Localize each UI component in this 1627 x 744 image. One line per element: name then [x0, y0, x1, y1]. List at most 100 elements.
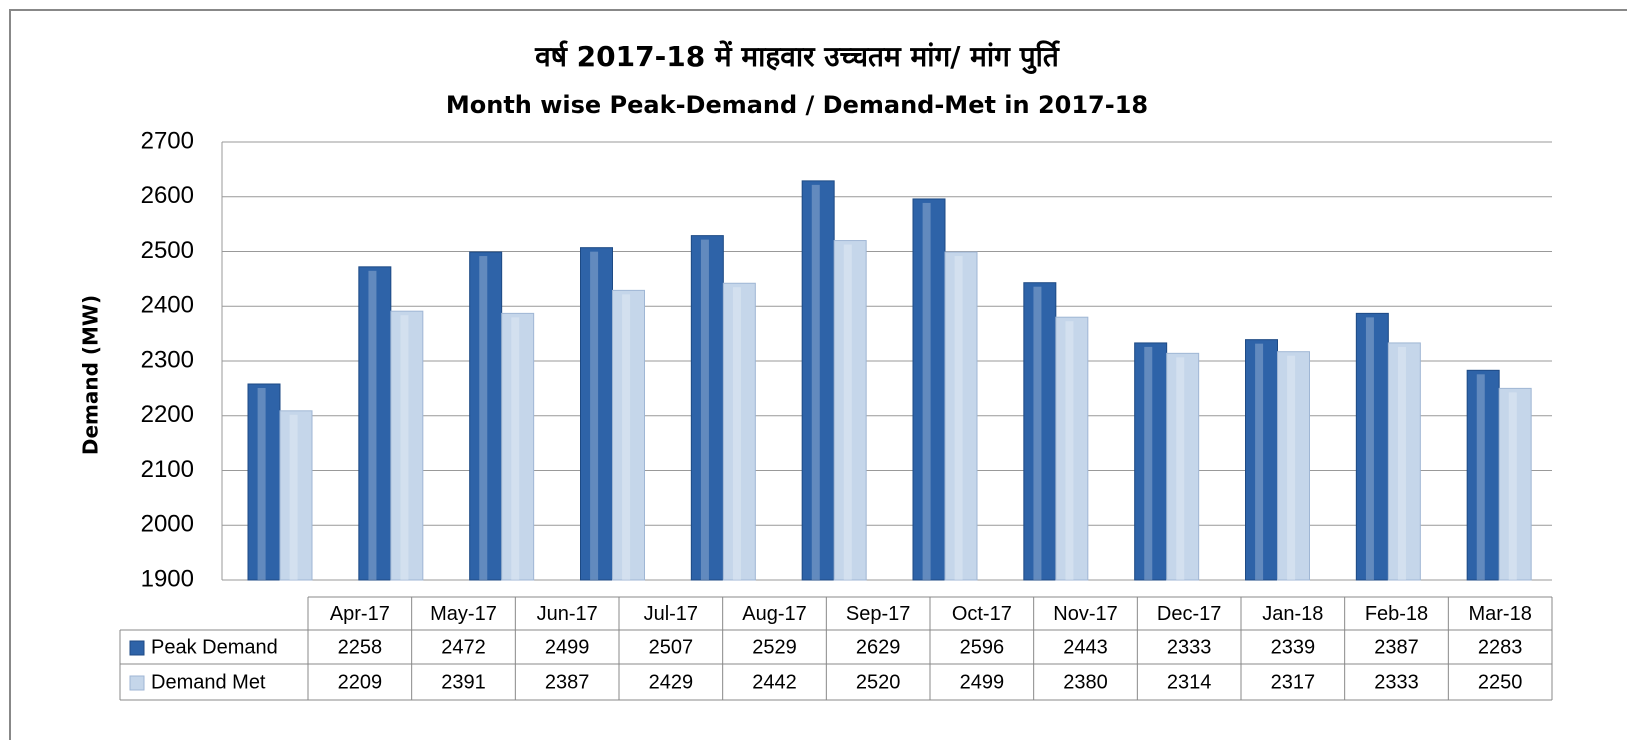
bar-shine	[590, 251, 599, 581]
bar	[469, 251, 503, 581]
bar-shine	[622, 294, 631, 580]
y-tick-label: 2300	[141, 346, 194, 373]
bar-shine	[922, 202, 931, 580]
table-value: 2391	[441, 671, 486, 693]
table-value: 2250	[1478, 671, 1523, 693]
bar	[690, 235, 724, 581]
bar-shine	[811, 184, 820, 580]
legend-key	[129, 675, 145, 691]
x-tick-label: Feb-18	[1365, 603, 1428, 625]
table-value: 2209	[338, 671, 383, 693]
table-value: 2283	[1478, 636, 1523, 658]
x-tick-label: Jan-18	[1262, 603, 1323, 625]
x-tick-label: Sep-17	[846, 603, 911, 625]
bar	[1277, 351, 1310, 581]
table-value: 2317	[1271, 671, 1316, 693]
table-value: 2507	[649, 636, 694, 658]
x-tick-label: May-17	[430, 603, 497, 625]
table-value: 2429	[649, 671, 694, 693]
bar-shine	[511, 317, 520, 580]
bar	[358, 266, 392, 581]
bar-shine	[1176, 357, 1185, 580]
table-value: 2339	[1271, 636, 1316, 658]
bar	[722, 282, 756, 581]
table-value: 2314	[1167, 671, 1212, 693]
bar	[833, 240, 867, 581]
table-value: 2529	[752, 636, 797, 658]
bar	[247, 383, 281, 581]
y-tick-label: 2200	[141, 401, 194, 428]
bar	[279, 410, 313, 581]
table-value: 2499	[960, 671, 1005, 693]
bar	[1166, 352, 1200, 581]
bar-shine	[400, 315, 409, 580]
bar-shine	[1065, 321, 1074, 580]
table-value: 2387	[545, 671, 590, 693]
bar-shine	[257, 387, 266, 580]
x-tick-label: Mar-18	[1468, 603, 1531, 625]
x-tick-label: Aug-17	[742, 603, 807, 625]
table-value: 2596	[960, 636, 1005, 658]
y-axis-label: Demand (MW)	[79, 295, 103, 455]
bar-shine	[732, 287, 741, 580]
bar	[612, 289, 645, 581]
bar-shine	[368, 270, 377, 580]
y-tick-label: 2700	[141, 127, 194, 154]
x-tick-label: Apr-17	[330, 603, 390, 625]
bar	[390, 310, 424, 581]
bar	[1023, 282, 1057, 581]
x-tick-label: Jun-17	[537, 603, 598, 625]
table-value: 2380	[1063, 671, 1108, 693]
bar-shine	[289, 414, 298, 580]
bar	[1245, 339, 1278, 581]
bar	[1055, 316, 1089, 581]
bar-shine	[1287, 355, 1296, 580]
bar-shine	[1144, 346, 1153, 580]
bar	[501, 312, 535, 581]
x-tick-label: Oct-17	[952, 603, 1012, 625]
bar	[1498, 387, 1532, 581]
table-value: 2387	[1374, 636, 1419, 658]
bar-shine	[479, 256, 488, 580]
bar	[1387, 342, 1421, 581]
x-tick-label: Dec-17	[1157, 603, 1221, 625]
bar	[944, 251, 978, 581]
bar-shine	[843, 244, 852, 581]
bar	[1134, 342, 1168, 581]
y-tick-label: 2600	[141, 182, 194, 209]
bar-shine	[1033, 286, 1042, 580]
y-tick-label: 1900	[141, 565, 194, 592]
legend-label: Demand Met	[151, 671, 266, 693]
bar-shine	[1508, 392, 1517, 580]
table-value: 2258	[338, 636, 383, 658]
table-value: 2472	[441, 636, 486, 658]
bar-shine	[1255, 343, 1264, 580]
table-value: 2443	[1063, 636, 1108, 658]
bar	[580, 247, 613, 581]
y-tick-label: 2500	[141, 237, 194, 264]
y-tick-label: 2100	[141, 456, 194, 483]
bar	[912, 198, 946, 581]
table-value: 2499	[545, 636, 590, 658]
legend-label: Peak Demand	[151, 636, 278, 658]
table-value: 2629	[856, 636, 901, 658]
table-value: 2520	[856, 671, 901, 693]
x-tick-label: Nov-17	[1053, 603, 1117, 625]
x-tick-label: Jul-17	[644, 603, 698, 625]
bar-shine	[1397, 346, 1406, 580]
table-value: 2333	[1167, 636, 1212, 658]
legend-key	[129, 640, 145, 656]
bar	[1466, 369, 1500, 581]
chart-title: वर्ष 2017-18 में माहवार उच्चतम मांग/ मां…	[534, 40, 1060, 74]
y-tick-label: 2000	[141, 511, 194, 538]
bar-shine	[1365, 317, 1374, 580]
chart-subtitle: Month wise Peak-Demand / Demand-Met in 2…	[446, 91, 1148, 119]
bar	[1355, 312, 1389, 581]
bar-shine	[700, 239, 709, 580]
bar-shine	[954, 256, 963, 580]
bar	[801, 180, 835, 581]
bar-shine	[1476, 374, 1485, 580]
y-tick-label: 2400	[141, 292, 194, 319]
